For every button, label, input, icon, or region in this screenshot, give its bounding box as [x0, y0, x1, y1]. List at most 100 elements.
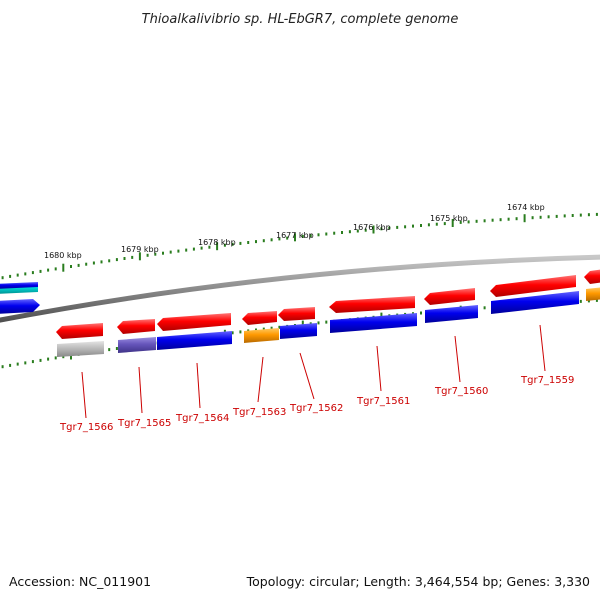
gene-tgr7-1564-forward [157, 313, 231, 331]
outer-ticks-tick-1 [1, 276, 4, 280]
inner-ticks-tick-6 [39, 358, 42, 362]
outer-ticks-tick-66 [507, 217, 510, 221]
outer-ticks-tick-21 [154, 252, 157, 256]
scale-label-1679: 1679 kbp [121, 245, 159, 254]
outer-ticks-tick-45 [341, 231, 343, 234]
outer-ticks-tick-29 [216, 242, 219, 251]
gene-tgr7-1560-reverse [425, 305, 478, 323]
inner-ticks-tick-77 [595, 298, 598, 302]
outer-ticks-tick-16 [115, 258, 118, 262]
inner-ticks-tick-75 [579, 299, 582, 303]
outer-ticks-tick-25 [185, 248, 188, 252]
map-title: Thioalkalivibrio sp. HL-EbGR7, complete … [142, 12, 459, 27]
scale-label-1676: 1676 kbp [353, 223, 391, 232]
inner-ticks-tick-32 [239, 330, 242, 334]
outer-ticks-tick-23 [169, 250, 172, 254]
outer-ticks-tick-40 [301, 234, 304, 238]
outer-ticks-tick-19 [138, 252, 141, 261]
outer-ticks-tick-48 [364, 228, 367, 232]
outer-ticks-tick-24 [177, 249, 180, 253]
inner-ticks-tick-35 [262, 327, 265, 331]
leader-tgr7-1562 [299, 352, 315, 400]
outer-ticks-tick-56 [427, 223, 430, 227]
outer-ticks-tick-51 [388, 226, 391, 230]
inner-ticks-tick-3 [16, 362, 19, 366]
inner-ticks-tick-31 [231, 331, 234, 335]
outer-ticks-tick-3 [16, 273, 19, 277]
gene-label-tgr7-1564: Tgr7_1564 [175, 413, 229, 424]
outer-ticks-tick-17 [123, 257, 126, 260]
outer-ticks-tick-52 [396, 225, 399, 229]
accession-text: Accession: NC_011901 [9, 574, 151, 589]
outer-ticks-tick-37 [278, 237, 281, 241]
outer-ticks-tick-8 [54, 267, 57, 271]
outer-ticks-tick-2 [9, 274, 12, 278]
gene-right-edge-forward [584, 269, 600, 284]
inner-ticks-tick-37 [278, 325, 281, 329]
gene-tgr7-1561-reverse [330, 313, 417, 333]
outer-ticks-tick-50 [380, 227, 383, 231]
gene-label-tgr7-1566: Tgr7_1566 [59, 422, 113, 433]
outer-ticks-tick-35 [262, 239, 265, 243]
outer-ticks-tick-67 [515, 217, 518, 221]
outer-ticks-tick-76 [587, 213, 590, 217]
outer-ticks-tick-38 [286, 236, 289, 240]
outer-ticks-tick-39 [294, 233, 296, 242]
outer-ticks-tick-7 [47, 268, 50, 272]
outer-ticks-tick-33 [247, 241, 250, 244]
outer-ticks-tick-10 [70, 265, 72, 268]
inner-ticks-tick-16 [115, 347, 118, 350]
inner-ticks-tick-2 [9, 363, 12, 367]
gene-tgr7-1560-forward [424, 288, 475, 305]
inner-ticks-tick-76 [587, 299, 590, 303]
outer-ticks-tick-62 [475, 219, 478, 223]
topology-text: Topology: circular; Length: 3,464,554 bp… [246, 574, 590, 589]
leader-tgr7-1565 [138, 366, 143, 414]
gene-left-edge-blue-top [0, 282, 38, 289]
inner-ticks-tick-15 [108, 348, 111, 352]
outer-ticks-tick-57 [435, 222, 438, 226]
outer-ticks-tick-9 [62, 263, 65, 272]
gene-tgr7-1564-reverse [157, 331, 232, 350]
gene-tgr7-1562-reverse [280, 323, 317, 339]
outer-ticks-tick-31 [231, 242, 234, 246]
outer-ticks-tick-54 [412, 224, 414, 228]
outer-ticks-tick-47 [356, 229, 359, 233]
outer-ticks-tick-34 [255, 240, 257, 244]
outer-ticks-tick-72 [555, 214, 558, 218]
outer-ticks-tick-41 [309, 234, 312, 238]
outer-ticks-tick-59 [451, 219, 454, 227]
scale-label-1674: 1674 kbp [507, 203, 545, 212]
outer-ticks-tick-30 [223, 243, 226, 247]
outer-ticks-tick-55 [420, 224, 422, 227]
inner-ticks-tick-36 [270, 326, 273, 330]
outer-ticks-tick-70 [539, 215, 542, 219]
gene-tgr7-1563-orange [244, 328, 279, 343]
gene-label-tgr7-1560: Tgr7_1560 [434, 386, 488, 397]
outer-ticks-tick-68 [523, 214, 526, 223]
outer-ticks-tick-49 [372, 225, 375, 234]
outer-scale-ticks [1, 212, 598, 280]
outer-ticks-tick-44 [333, 231, 336, 235]
genome-backbone [0, 254, 600, 323]
leader-tgr7-1566 [81, 371, 87, 419]
gene-tgr7-1566-gray [57, 341, 104, 357]
leader-tgr7-1560 [454, 335, 461, 383]
outer-ticks-tick-14 [100, 260, 103, 264]
outer-ticks-tick-20 [146, 253, 149, 257]
leader-tgr7-1564 [196, 362, 201, 409]
leader-tgr7-1559 [539, 324, 546, 372]
gene-label-tgr7-1559: Tgr7_1559 [520, 375, 574, 386]
inner-ticks-tick-5 [31, 360, 34, 364]
gene-label-tgr7-1561: Tgr7_1561 [356, 396, 410, 407]
gene-label-tgr7-1565: Tgr7_1565 [117, 418, 171, 429]
gene-tgr7-1566-forward [56, 323, 103, 339]
outer-ticks-tick-43 [325, 232, 328, 236]
outer-ticks-tick-4 [24, 272, 27, 276]
outer-ticks-tick-77 [595, 212, 598, 216]
outer-ticks-tick-74 [571, 214, 574, 217]
gene-label-tgr7-1563: Tgr7_1563 [232, 407, 286, 418]
outer-ticks-tick-26 [192, 247, 195, 251]
gene-tgr7-1559-forward [490, 275, 576, 297]
gene-tgr7-1561-forward [329, 296, 415, 313]
